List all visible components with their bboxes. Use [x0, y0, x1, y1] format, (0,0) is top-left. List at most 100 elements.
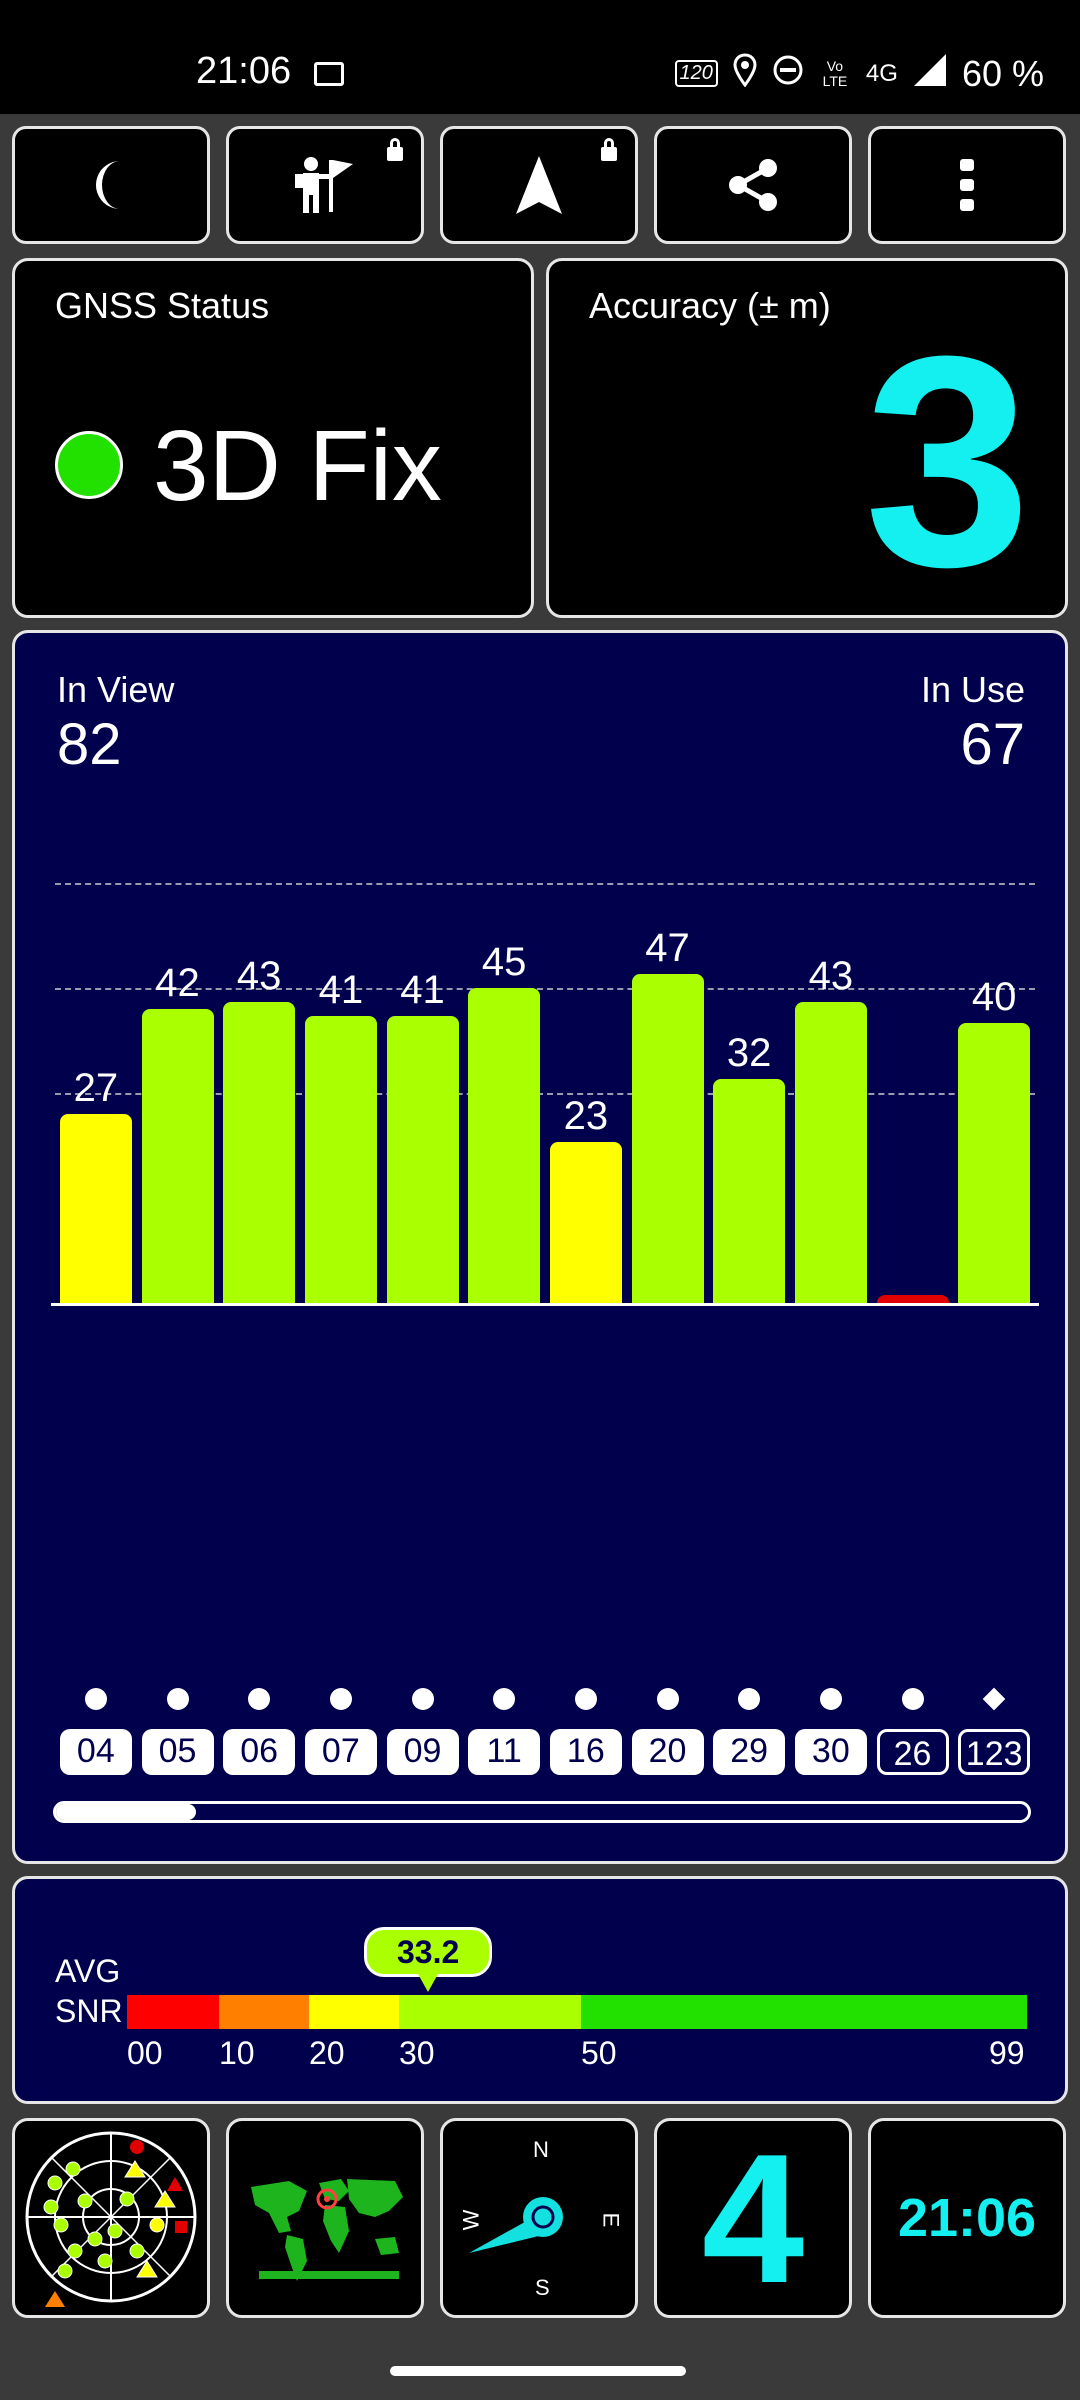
- signal-bar[interactable]: [958, 1023, 1031, 1303]
- signal-bar[interactable]: [631, 974, 704, 1303]
- snr-tick-label: 50: [581, 2035, 617, 2071]
- signal-bar-value: 45: [481, 940, 527, 984]
- constellation-dot-icon: [901, 1688, 924, 1710]
- record-track-button[interactable]: [226, 126, 424, 244]
- signal-bar-value: 41: [400, 968, 445, 1012]
- satellite-id[interactable]: 16: [549, 1729, 622, 1775]
- record-track-icon: [295, 157, 353, 213]
- satellite-count-value: 4: [701, 2115, 805, 2321]
- signal-bar[interactable]: [468, 988, 541, 1303]
- signal-bar[interactable]: [223, 1002, 296, 1303]
- gnss-status-card[interactable]: GNSS Status 3D Fix: [12, 258, 534, 618]
- signal-bar[interactable]: [713, 1079, 786, 1303]
- compass-tile[interactable]: N E S W: [440, 2118, 638, 2318]
- in-view-label: In View: [57, 669, 175, 710]
- signal-bar-value: 27: [73, 1066, 119, 1110]
- navigate-button[interactable]: [440, 126, 638, 244]
- signal-bar[interactable]: [794, 1002, 867, 1303]
- satellite-id[interactable]: 123: [958, 1729, 1031, 1775]
- in-use-value: 67: [960, 712, 1025, 777]
- status-bar: 21:06 120 Vo LTE 4G 60 %: [0, 0, 1080, 114]
- constellation-dot-icon: [248, 1688, 271, 1710]
- satellite-id[interactable]: 11: [468, 1729, 541, 1775]
- snr-scale-segment: [581, 1995, 1027, 2029]
- clock-tile[interactable]: 21:06: [868, 2118, 1066, 2318]
- gnss-status-title: GNSS Status: [55, 285, 270, 326]
- signal-bar-value: 43: [236, 954, 282, 998]
- snr-scale-segment: [127, 1995, 219, 2029]
- snr-tick-label: 20: [309, 2035, 345, 2071]
- more-icon: [960, 159, 974, 211]
- accuracy-card[interactable]: Accuracy (± m) 3: [546, 258, 1068, 618]
- satellite-id[interactable]: 07: [304, 1729, 377, 1775]
- in-view-value: 82: [57, 712, 122, 777]
- lock-icon: [387, 138, 403, 161]
- snr-tick-label: 99: [989, 2035, 1025, 2071]
- satellite-id[interactable]: 29: [713, 1729, 786, 1775]
- snr-tick-label: 00: [127, 2035, 163, 2071]
- constellation-dot-icon: [329, 1688, 352, 1710]
- signal-bar[interactable]: [59, 1114, 132, 1303]
- constellation-dot-icon: [166, 1688, 189, 1710]
- share-icon: [729, 159, 777, 211]
- network-4g-icon: 4G: [865, 59, 898, 87]
- signal-bar[interactable]: [304, 1016, 377, 1303]
- constellation-dot-icon: [819, 1688, 842, 1710]
- accuracy-title: Accuracy (± m): [589, 285, 831, 326]
- snr-tick-label: 10: [219, 2035, 255, 2071]
- sky-plot-tile[interactable]: [12, 2118, 210, 2318]
- signal-bar[interactable]: [876, 1295, 949, 1303]
- satellite-id[interactable]: 30: [794, 1729, 867, 1775]
- image-icon: [314, 62, 344, 86]
- constellation-dot-icon: [411, 1688, 434, 1710]
- constellation-diamond-icon: [982, 1687, 1006, 1711]
- chart-gridline: [55, 988, 1035, 990]
- horizontal-scrollbar[interactable]: [53, 1801, 1031, 1823]
- constellation-dot-icon: [738, 1688, 761, 1710]
- home-indicator[interactable]: [390, 2366, 686, 2376]
- scrollbar-thumb[interactable]: [56, 1804, 196, 1820]
- satellite-id[interactable]: 09: [386, 1729, 459, 1775]
- status-time: 21:06: [196, 50, 292, 92]
- dnd-icon: [772, 54, 804, 93]
- signal-bar[interactable]: [141, 1009, 214, 1303]
- signal-bar-value: 47: [645, 926, 690, 970]
- fix-status-value: 3D Fix: [153, 410, 442, 522]
- constellation-dot-icon: [574, 1688, 597, 1710]
- signal-bar[interactable]: [386, 1016, 459, 1303]
- lock-icon: [601, 138, 617, 161]
- compass-south: S: [535, 2275, 550, 2300]
- constellation-markers: [55, 1683, 1035, 1723]
- night-mode-icon: [96, 161, 120, 209]
- satellite-id[interactable]: 05: [141, 1729, 214, 1775]
- signal-bar-value: 43: [808, 954, 854, 998]
- signal-bar-value: 40: [971, 975, 1017, 1019]
- satellite-id[interactable]: 06: [223, 1729, 296, 1775]
- satellite-id[interactable]: 20: [631, 1729, 704, 1775]
- chart-gridline: [55, 1093, 1035, 1095]
- satellite-count-tile[interactable]: 4: [654, 2118, 852, 2318]
- navigate-icon: [516, 156, 562, 214]
- signal-strength-panel[interactable]: In View 82 In Use 67 27 42 43 41 41 45 23 47 32 4…: [12, 630, 1068, 1864]
- signal-bar-value: 42: [155, 961, 200, 1005]
- compass-north: N: [533, 2137, 549, 2162]
- world-map-tile[interactable]: [226, 2118, 424, 2318]
- battery-level: 60 %: [961, 52, 1044, 94]
- world-map-icon: [251, 2179, 403, 2281]
- sky-plot-icon: [25, 2131, 197, 2307]
- location-icon: [732, 53, 758, 94]
- signal-bar[interactable]: [549, 1142, 622, 1303]
- snr-scale-segment: [399, 1995, 581, 2029]
- satellite-id[interactable]: 04: [59, 1729, 132, 1775]
- more-options-button[interactable]: [868, 126, 1066, 244]
- snr-label: SNR: [55, 1993, 123, 2029]
- satellite-id[interactable]: 26: [876, 1729, 949, 1775]
- signal-bar-value: 32: [726, 1031, 772, 1075]
- chart-gridline: [55, 883, 1035, 885]
- signal-bar-value: 23: [563, 1094, 609, 1138]
- snr-value-bubble: 33.2: [364, 1927, 493, 1992]
- share-button[interactable]: [654, 126, 852, 244]
- night-mode-button[interactable]: [12, 126, 210, 244]
- avg-snr-card[interactable]: AVG SNR 00 10 20 30 50 99 33.2: [12, 1876, 1068, 2104]
- compass-icon: [469, 2197, 563, 2253]
